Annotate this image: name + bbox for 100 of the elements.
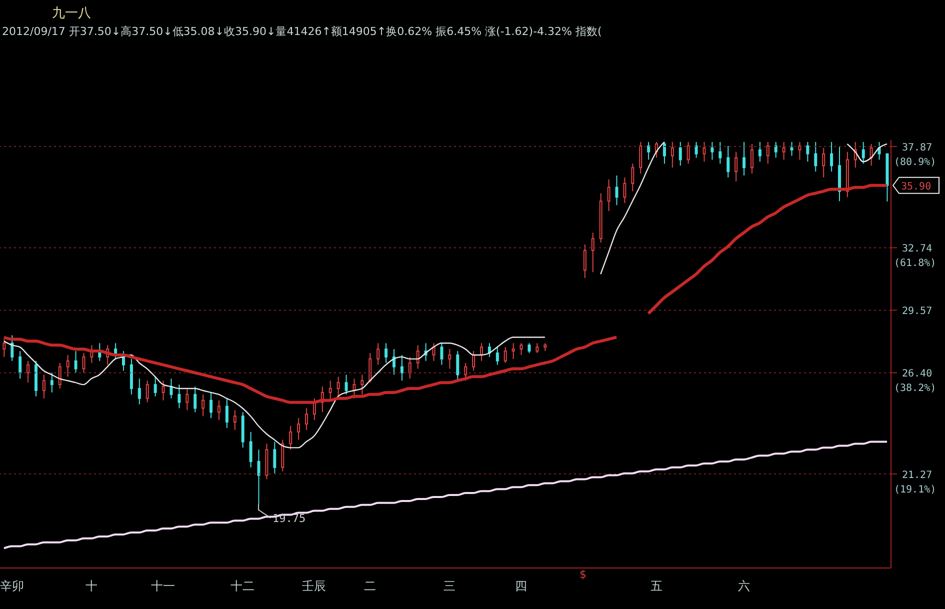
- candlestick: [639, 141, 642, 174]
- candlestick: [758, 141, 762, 162]
- candlestick: [456, 350, 460, 382]
- candlestick: [82, 352, 86, 374]
- candlestick: [710, 141, 714, 160]
- x-tick-label: 壬辰: [302, 579, 326, 593]
- candlestick: [210, 392, 213, 419]
- y2-tick-label: (61.8%): [894, 258, 936, 270]
- y-tick-label: 37.87: [902, 142, 932, 154]
- candlestick: [408, 356, 412, 380]
- x-tick-label: 六: [738, 579, 750, 593]
- candlestick: [146, 380, 149, 403]
- candlestick: [50, 372, 54, 393]
- candlestick: [528, 342, 531, 354]
- candlestick: [742, 141, 746, 176]
- y-tick-label: 21.27: [902, 470, 932, 481]
- candlestick: [448, 348, 452, 370]
- candlestick: [631, 163, 634, 192]
- candlestick: [217, 400, 220, 421]
- text: 35.90: [901, 181, 932, 192]
- candlestick: [392, 348, 396, 376]
- candlestick: [162, 380, 165, 401]
- candlestick: [798, 141, 802, 160]
- candlestick: [790, 141, 794, 156]
- candlestick: [814, 141, 818, 172]
- candlestick: [583, 244, 586, 279]
- candlestick: [607, 178, 610, 212]
- candlestick: [344, 374, 348, 395]
- candlestick: [591, 232, 594, 273]
- candlestick: [782, 141, 786, 160]
- y-tick-label: 29.57: [902, 306, 932, 318]
- candlestick: [74, 350, 78, 374]
- x-tick-label: 四: [515, 579, 528, 593]
- candlestick: [289, 425, 292, 450]
- candlestick: [257, 449, 260, 504]
- candlestick: [822, 147, 826, 178]
- candlestick: [750, 143, 754, 174]
- candlestick: [718, 141, 722, 164]
- candlestick: [480, 342, 484, 362]
- x-tick-label: 五: [650, 579, 662, 593]
- candlestick: [416, 344, 420, 370]
- candlestick: [202, 394, 205, 417]
- candlestick: [615, 175, 618, 206]
- x-tick-label: 十二: [230, 579, 255, 593]
- candlestick: [702, 141, 706, 162]
- candlestick: [376, 342, 380, 366]
- candlestick: [66, 354, 70, 378]
- candlestick: [304, 408, 308, 430]
- candlestick: [870, 143, 873, 166]
- candlestick: [154, 376, 157, 397]
- candlestick: [647, 141, 650, 160]
- candlestick: [26, 360, 30, 384]
- candlestick: [194, 386, 197, 413]
- candlestick: [504, 346, 507, 364]
- candlestick: [678, 141, 682, 166]
- candlestick: [536, 342, 539, 354]
- candlestick: [464, 362, 468, 382]
- candlestick: [297, 418, 300, 440]
- y-tick-label: 32.74: [902, 244, 932, 255]
- candlestick: [225, 398, 228, 428]
- candlestick: [686, 141, 690, 164]
- candlestick: [670, 141, 674, 168]
- candlestick: [368, 352, 372, 384]
- candlestick: [512, 342, 515, 360]
- candlestick: [360, 374, 364, 395]
- candlestick: [400, 354, 404, 382]
- candlestick: [623, 176, 626, 204]
- candlestick: [10, 334, 14, 362]
- candlestick: [273, 441, 276, 474]
- candlestick: [233, 410, 236, 430]
- line-series: [2, 440, 888, 550]
- candlestick: [440, 342, 444, 366]
- candlestick: [806, 141, 810, 162]
- text: $: [580, 568, 586, 581]
- candlestick: [178, 384, 181, 409]
- y2-tick-label: (80.9%): [894, 157, 936, 168]
- candlestick: [384, 342, 388, 364]
- candlestick: [2, 338, 6, 358]
- candlestick: [862, 141, 865, 164]
- chart-subtitle: 2012/09/17 开37.50↓高37.50↓低35.08↓收35.90↓量41426↑额14905↑换0.62% 振6.45% 涨(-1.62)-4.32% 指数(: [2, 24, 602, 39]
- candlestick: [328, 380, 332, 401]
- x-tick-label: 三: [443, 579, 456, 593]
- candlestick: [774, 141, 778, 158]
- candlestick: [336, 376, 340, 397]
- candlestick: [496, 346, 499, 366]
- y2-tick-label: (38.2%): [894, 383, 936, 394]
- candlestick: [520, 342, 523, 356]
- candlestick: [726, 145, 730, 178]
- candlestick: [42, 374, 46, 399]
- chart-title: 九一八: [52, 5, 91, 22]
- candlestick: [281, 439, 284, 472]
- x-tick-label: 十一: [151, 579, 176, 593]
- x-tick-label: 二: [364, 579, 376, 593]
- candlestick: [734, 151, 738, 182]
- candlestick: [830, 141, 834, 172]
- candlestick: [130, 358, 133, 395]
- candlestick: [694, 141, 698, 158]
- candlestick: [472, 350, 476, 372]
- candlestick: [432, 342, 436, 362]
- x-tick-label: 十: [85, 579, 98, 593]
